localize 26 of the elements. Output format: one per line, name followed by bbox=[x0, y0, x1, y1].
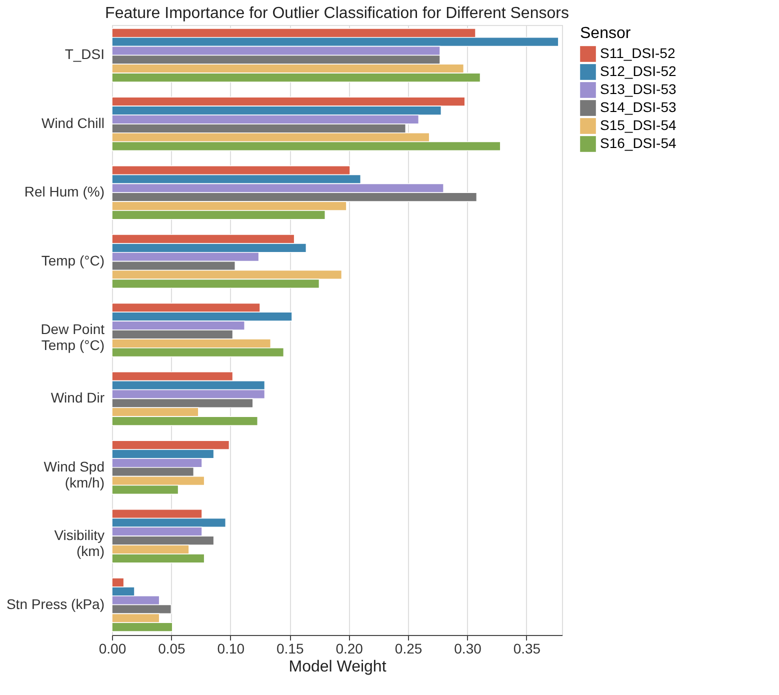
y-tick-label: Wind Chill bbox=[41, 114, 104, 131]
chart-title: Feature Importance for Outlier Classification for Different Sensors bbox=[105, 5, 569, 22]
y-tick-label: Wind Dir bbox=[50, 390, 105, 406]
legend-label: S12_DSI-52 bbox=[600, 63, 676, 79]
legend-label: S11_DSI-52 bbox=[600, 45, 676, 61]
x-tick-label: 0.30 bbox=[454, 640, 482, 656]
y-tick-label: Wind Spd (km/h) bbox=[44, 458, 104, 490]
x-tick-label: 0.05 bbox=[158, 640, 186, 656]
legend-label: S16_DSI-54 bbox=[600, 135, 676, 151]
x-tick-label: 0.20 bbox=[336, 640, 364, 656]
y-tick-label: Temp (°C) bbox=[41, 252, 104, 268]
x-tick-label: 0.35 bbox=[513, 640, 541, 656]
y-tick-label: Visibility (km) bbox=[54, 527, 104, 560]
legend-label: S15_DSI-54 bbox=[600, 117, 676, 133]
legend-title: Sensor bbox=[580, 25, 632, 42]
x-tick-label: 0.25 bbox=[394, 640, 422, 656]
x-tick-label: 0.10 bbox=[217, 640, 245, 656]
x-tick-label: 0.15 bbox=[276, 640, 304, 656]
y-tick-label: Rel Hum (%) bbox=[24, 184, 104, 200]
legend-label: S13_DSI-53 bbox=[600, 81, 676, 97]
y-tick-label: Dew Point Temp (°C) bbox=[40, 321, 105, 353]
y-tick-label: T_DSI bbox=[64, 46, 104, 62]
y-tick-label: Stn Press (kPa) bbox=[6, 596, 104, 612]
legend-label: S14_DSI-53 bbox=[600, 99, 676, 115]
x-axis-title: Model Weight bbox=[288, 658, 387, 676]
x-tick-label: 0.00 bbox=[98, 640, 126, 656]
